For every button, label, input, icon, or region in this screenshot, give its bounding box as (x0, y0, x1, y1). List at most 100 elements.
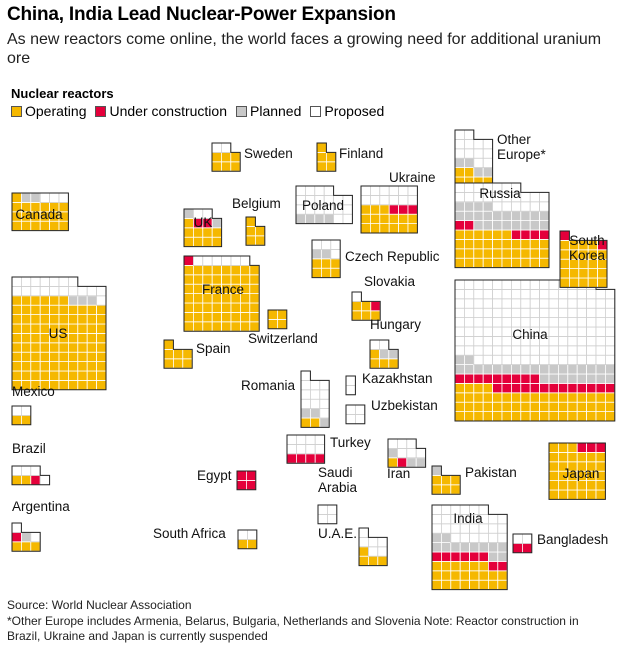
reactor-cell-operating (172, 348, 184, 360)
reactor-cell-proposed (492, 335, 503, 347)
reactor-cell-planned (482, 167, 494, 178)
reactor-cell-construction (478, 551, 489, 562)
reactor-cell-operating (11, 370, 22, 381)
reactor-cell-operating (11, 220, 22, 231)
reactor-cell-proposed (510, 298, 522, 309)
country-outline (183, 208, 223, 248)
reactor-cell-operating (440, 561, 452, 572)
reactor-cell-operating (407, 213, 418, 224)
reactor-cell-operating (351, 310, 362, 321)
country-label-saudi-arabia: Saudi Arabia (318, 465, 358, 495)
reactor-cell-proposed (567, 307, 578, 319)
reactor-cell-proposed (454, 335, 465, 347)
reactor-cell-construction (558, 382, 569, 394)
reactor-cell-operating (463, 257, 475, 269)
reactor-cell-operating (569, 268, 580, 279)
reactor-cell-operating (39, 370, 51, 381)
reactor-cell-proposed (510, 307, 522, 319)
reactor-cell-proposed (360, 194, 371, 206)
reactor-cell-operating (183, 236, 194, 247)
reactor-cell-proposed (501, 317, 512, 328)
reactor-cell-construction (529, 229, 541, 240)
reactor-cell-proposed (501, 298, 512, 309)
reactor-cell-planned (473, 201, 484, 212)
reactor-cell-planned (492, 220, 503, 231)
reactor-cell-operating (492, 411, 503, 422)
reactor-cell-operating (249, 264, 260, 276)
country-grid-india: India (431, 504, 508, 591)
reactor-cell-operating (77, 342, 88, 353)
reactor-cell-operating (559, 258, 570, 270)
reactor-cell-proposed (567, 345, 578, 356)
reactor-cell-operating (86, 370, 97, 381)
reactor-cell-operating (398, 213, 409, 224)
reactor-cell-operating (450, 579, 461, 591)
reactor-cell-operating (11, 414, 22, 426)
reactor-cell-construction (492, 373, 503, 384)
country-label-belgium: Belgium (232, 196, 281, 211)
legend-item-construction: Under construction (95, 103, 227, 119)
country-label-finland: Finland (339, 146, 383, 161)
reactor-cell-proposed (317, 504, 328, 515)
reactor-cell-operating (459, 561, 471, 572)
reactor-cell-operating (96, 351, 107, 363)
reactor-cell-proposed (548, 354, 559, 366)
reactor-cell-proposed (567, 326, 578, 337)
reactor-cell-operating (267, 309, 278, 320)
reactor-cell-operating (482, 238, 494, 250)
reactor-cell-operating (249, 321, 260, 332)
reactor-cell-proposed (58, 285, 69, 297)
country-label-china: China (512, 327, 548, 342)
reactor-cell-operating (20, 220, 32, 231)
reactor-cell-operating (86, 332, 97, 344)
reactor-cell-operating (49, 314, 60, 325)
reactor-cell-planned (529, 364, 541, 375)
reactor-cell-operating (30, 332, 41, 344)
reactor-cell-planned (387, 447, 398, 459)
country-grid-switzerland: Switzerland (248, 309, 318, 346)
reactor-cell-operating (567, 401, 578, 413)
reactor-cell-operating (86, 342, 97, 353)
reactor-cell-proposed (342, 194, 353, 206)
reactor-cell-proposed (314, 434, 326, 445)
reactor-cell-operating (183, 321, 194, 332)
reactor-cell-operating (520, 411, 531, 422)
reactor-cell-proposed (469, 532, 480, 544)
reactor-cell-operating (559, 239, 570, 251)
reactor-cell-proposed (221, 255, 232, 266)
reactor-cell-proposed (11, 276, 22, 287)
reactor-cell-proposed (529, 288, 541, 300)
reactor-cell-operating (311, 258, 322, 269)
reactor-cell-planned (497, 551, 508, 562)
reactor-cell-operating (30, 295, 41, 306)
reactor-cell-proposed (529, 191, 541, 203)
reactor-cell-operating (569, 277, 580, 288)
reactor-cell-operating (20, 541, 32, 552)
reactor-cell-proposed (473, 317, 484, 328)
reactor-cell-proposed (440, 514, 452, 525)
reactor-cell-operating (183, 264, 194, 276)
reactor-cell-proposed (586, 317, 597, 328)
reactor-cell-planned (450, 542, 461, 553)
reactor-cell-proposed (431, 514, 442, 525)
reactor-cell-operating (492, 257, 503, 269)
reactor-cell-operating (478, 570, 489, 581)
reactor-cell-operating (450, 474, 461, 486)
reactor-cell-planned (300, 408, 311, 419)
reactor-cell-proposed (539, 298, 550, 309)
reactor-cell-planned (454, 364, 465, 375)
reactor-cell-operating (548, 392, 559, 403)
reactor-cell-proposed (68, 285, 79, 297)
reactor-cell-construction (548, 382, 559, 394)
reactor-cell-operating (478, 579, 489, 591)
country-grid-south-korea: South Korea (559, 230, 608, 288)
reactor-cell-construction (305, 453, 316, 464)
reactor-cell-operating (49, 220, 60, 231)
reactor-cell-operating (172, 358, 184, 369)
reactor-cell-operating (316, 142, 327, 153)
reactor-cell-planned (463, 364, 475, 375)
reactor-cell-proposed (463, 129, 475, 140)
reactor-cell-operating (276, 309, 288, 320)
reactor-cell-operating (369, 223, 381, 234)
reactor-grid-map: Canada US Mexico Brazil Argentina Sweden Finla… (11, 129, 616, 591)
